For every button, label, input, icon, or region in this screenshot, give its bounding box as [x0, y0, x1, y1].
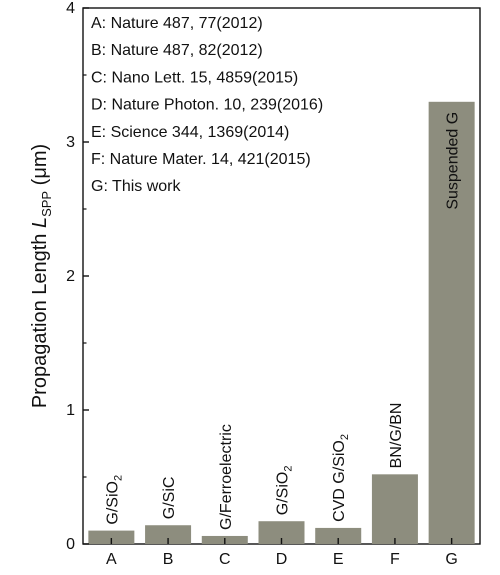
x-tick-label: A [106, 551, 117, 568]
x-tick-label: D [276, 551, 288, 568]
bar-label-C: G/Ferroelectric [218, 424, 235, 530]
reference-item: F: Nature Mater. 14, 421(2015) [91, 151, 311, 168]
bar-F [371, 474, 418, 544]
x-tick-label: B [163, 551, 174, 568]
bar-A [88, 530, 135, 544]
x-tick-label: F [390, 551, 400, 568]
y-tick-label: 4 [66, 0, 75, 17]
bar-label-F: BN/G/BN [388, 403, 405, 469]
plot-frame [82, 7, 481, 545]
y-tick-label: 0 [66, 536, 75, 553]
y-axis-title: Propagation Length LSPP (μm) [29, 144, 54, 408]
bar-label-B: G/SiC [161, 477, 178, 520]
bar-G [428, 101, 475, 545]
reference-item: G: This work [91, 178, 182, 195]
reference-item: E: Science 344, 1369(2014) [91, 124, 289, 141]
reference-item: C: Nano Lett. 15, 4859(2015) [91, 69, 298, 86]
x-tick-label: C [219, 551, 231, 568]
bar-label-A: G/SiO2 [104, 475, 124, 525]
x-tick-label: G [445, 551, 457, 568]
bar-label-E: CVD G/SiO2 [331, 434, 351, 522]
reference-item: A: Nature 487, 77(2012) [91, 15, 263, 32]
bar-B [145, 525, 192, 544]
y-tick-label: 3 [66, 134, 75, 151]
reference-item: D: Nature Photon. 10, 239(2016) [91, 97, 323, 114]
bar-D [258, 521, 305, 544]
x-tick-label: E [333, 551, 344, 568]
reference-item: B: Nature 487, 82(2012) [91, 42, 263, 59]
y-tick-label: 1 [66, 402, 75, 419]
y-tick-label: 2 [66, 268, 75, 285]
bar-label-G: Suspended G [445, 112, 462, 210]
bar-E [315, 527, 362, 544]
bar-label-D: G/SiO2 [275, 466, 295, 516]
